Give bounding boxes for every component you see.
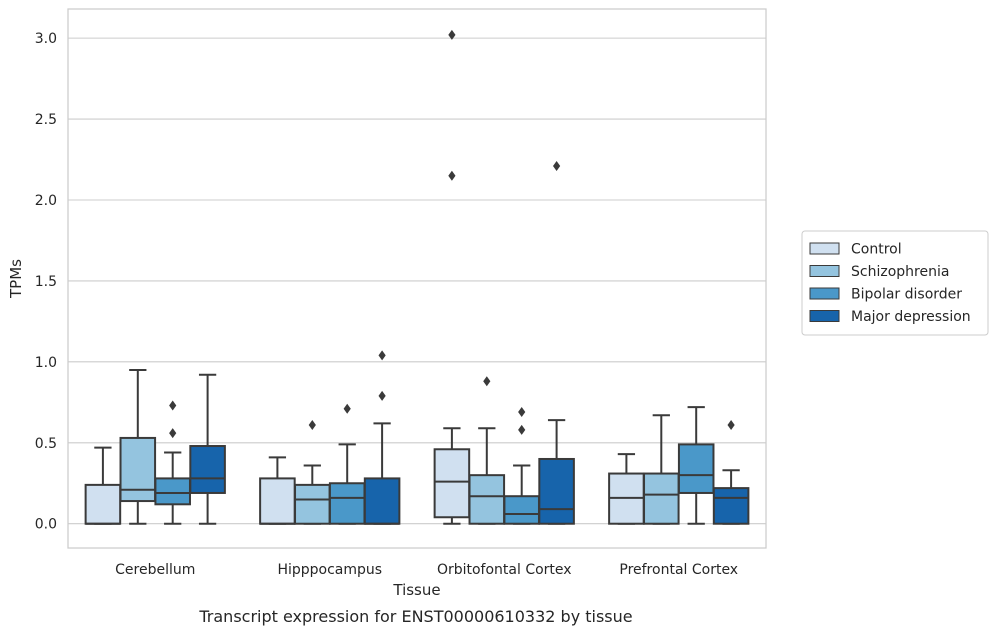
box <box>154 477 191 506</box>
box <box>712 487 750 525</box>
box-group <box>119 368 157 525</box>
box <box>119 436 157 503</box>
box-group <box>538 161 575 525</box>
x-tick-label: Hipppocampus <box>277 562 382 578</box>
outlier-point <box>518 424 526 435</box>
box-group <box>643 414 680 525</box>
box-group <box>189 373 226 525</box>
boxes <box>84 29 750 525</box>
box <box>328 482 366 525</box>
y-tick-label: 2.5 <box>35 112 57 128</box>
y-tick-label: 1.5 <box>35 274 57 290</box>
legend-swatch <box>809 310 840 322</box>
y-tick-label: 2.0 <box>35 193 57 209</box>
legend-label: Schizophrenia <box>851 264 949 280</box>
box <box>538 457 575 525</box>
y-tick-labels: 0.0 0.5 1.0 1.5 2.0 2.5 3.0 <box>35 31 57 533</box>
y-tick-label: 1.0 <box>35 355 57 371</box>
box <box>259 477 296 525</box>
legend-label: Major depression <box>851 309 971 325</box>
outlier-point <box>448 29 456 40</box>
x-axis-label: Tissue <box>392 581 440 599</box>
box-group <box>677 406 715 525</box>
box <box>433 448 471 519</box>
legend-label: Bipolar disorder <box>851 287 962 303</box>
box-group <box>84 446 122 525</box>
box-group <box>154 400 191 525</box>
outlier-point <box>448 170 456 181</box>
plot-frame <box>67 8 767 549</box>
legend-swatch <box>809 265 840 277</box>
outlier-point <box>169 400 177 411</box>
box-group <box>363 350 401 525</box>
y-tick-label: 3.0 <box>35 31 57 47</box>
legend-swatch <box>809 242 840 255</box>
y-tick-label: 0.5 <box>35 436 57 452</box>
legend-swatch <box>809 287 840 300</box>
box <box>84 483 122 525</box>
chart-caption: Transcript expression for ENST0000061033… <box>198 607 632 626</box>
y-tick-label: 0.0 <box>35 517 57 533</box>
box <box>503 495 540 525</box>
x-tick-labels: Cerebellum Hipppocampus Orbitofontal Corte… <box>115 562 738 578</box>
outlier-point <box>553 161 561 172</box>
outlier-point <box>483 376 491 387</box>
legend-item: Control <box>809 242 902 258</box>
box <box>363 477 401 525</box>
legend-item: Schizophrenia <box>809 264 949 280</box>
y-axis-label: TPMs <box>7 259 25 299</box>
box-group <box>712 419 750 525</box>
outlier-point <box>727 419 735 430</box>
outlier-point <box>378 350 386 361</box>
box <box>468 474 506 525</box>
box-group <box>328 403 366 525</box>
grid-lines <box>68 37 766 525</box>
legend-item: Major depression <box>809 309 971 325</box>
legend: Control Schizophrenia Bipolar disorder Majo… <box>801 230 989 336</box>
legend-frame <box>801 230 989 336</box>
box-group <box>294 419 331 525</box>
legend-item: Bipolar disorder <box>809 287 962 303</box>
outlier-point <box>308 419 316 430</box>
box <box>643 472 680 525</box>
legend-label: Control <box>851 242 902 258</box>
box-group <box>503 407 540 525</box>
box <box>294 483 331 525</box>
box <box>677 443 715 494</box>
box <box>189 445 226 494</box>
box-group <box>468 376 506 525</box>
outlier-point <box>518 407 526 418</box>
outlier-point <box>169 428 177 439</box>
outlier-point <box>378 390 386 401</box>
x-tick-label: Orbitofontal Cortex <box>437 562 572 578</box>
x-tick-label: Prefrontal Cortex <box>619 562 738 578</box>
outlier-point <box>343 403 351 414</box>
x-tick-label: Cerebellum <box>115 562 195 578</box>
box-group <box>433 29 471 525</box>
box-group <box>259 456 296 525</box>
box-group <box>608 453 645 525</box>
